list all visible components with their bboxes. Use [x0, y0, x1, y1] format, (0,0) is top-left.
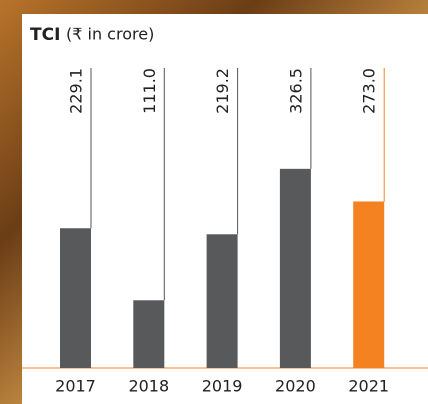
- chart-subtitle: (₹ in crore): [66, 25, 154, 44]
- x-tick-label: 2019: [202, 377, 243, 396]
- bar: [206, 234, 238, 368]
- x-tick-label: 2017: [55, 377, 96, 396]
- bar: [133, 300, 165, 368]
- value-label: 111.0: [140, 68, 159, 114]
- value-label: 219.2: [213, 68, 232, 114]
- bar: [279, 168, 311, 368]
- bar: [353, 201, 385, 368]
- chart-title: TCI: [30, 25, 60, 45]
- bar: [60, 228, 91, 368]
- x-tick-label: 2018: [128, 377, 169, 396]
- value-label: 326.5: [286, 68, 305, 114]
- x-tick-label: 2021: [348, 377, 389, 396]
- value-label: 273.0: [360, 68, 379, 114]
- value-label: 229.1: [67, 68, 86, 114]
- x-tick-label: 2020: [275, 377, 316, 396]
